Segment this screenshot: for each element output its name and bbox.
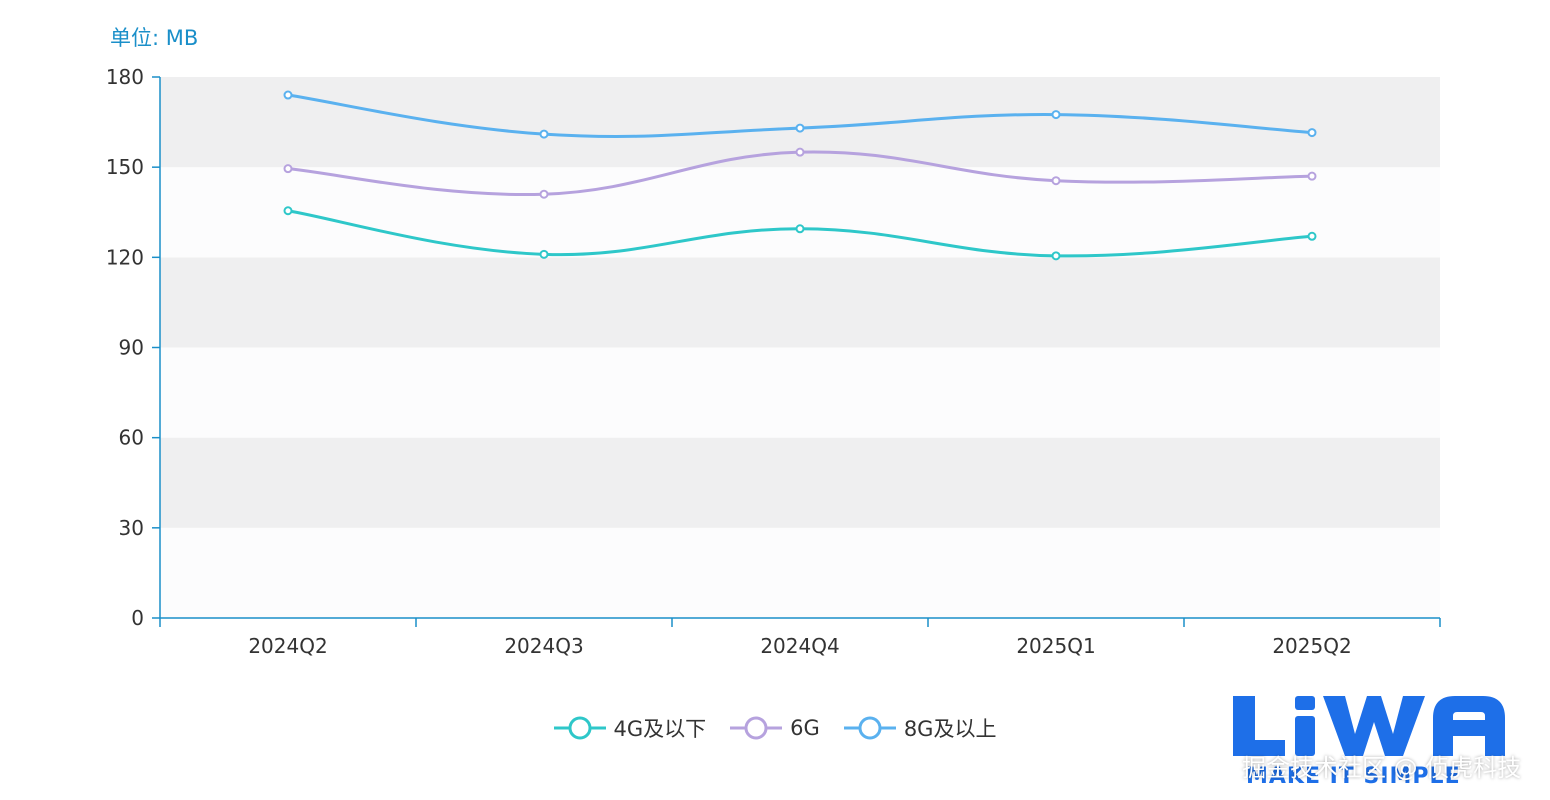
y-tick-label: 90 <box>119 336 144 360</box>
data-point <box>1307 231 1317 241</box>
data-point <box>1051 176 1061 186</box>
legend-item[interactable]: 4G及以下 <box>553 713 707 743</box>
grid-band <box>160 437 1440 528</box>
data-point <box>539 189 549 199</box>
data-point <box>795 224 805 234</box>
legend-label: 4G及以下 <box>613 717 707 741</box>
x-tick-label: 2024Q3 <box>504 634 583 658</box>
data-point <box>283 90 293 100</box>
legend-item[interactable]: 6G <box>730 714 820 742</box>
legend-label: 6G <box>790 716 820 740</box>
x-tick-label: 2024Q4 <box>760 634 839 658</box>
grid-band <box>160 347 1440 438</box>
watermark-slogan: MAKE IT SIMPLE <box>1246 764 1461 789</box>
data-point <box>1051 110 1061 120</box>
legend: 4G及以下 6G 8G及以上 <box>0 710 1550 746</box>
x-tick-label: 2024Q2 <box>248 634 327 658</box>
legend-label: 8G及以上 <box>903 717 997 741</box>
y-tick-label: 180 <box>106 65 144 89</box>
y-tick-label: 150 <box>106 155 144 179</box>
watermark-credit: 掘金技术社区 @ 侦虎科技 <box>1242 754 1522 782</box>
legend-swatch <box>730 716 783 740</box>
x-tick-label: 2025Q1 <box>1016 634 1095 658</box>
x-tick-label: 2025Q2 <box>1272 634 1351 658</box>
y-tick-label: 60 <box>119 426 144 450</box>
legend-swatch <box>553 716 606 740</box>
y-tick-label: 30 <box>119 516 144 540</box>
data-point <box>795 123 805 133</box>
y-tick-label: 0 <box>131 606 144 630</box>
data-point <box>283 206 293 216</box>
data-point <box>539 249 549 259</box>
grid-band <box>160 527 1440 618</box>
y-axis-unit-label: 单位: MB <box>110 26 199 50</box>
legend-swatch <box>843 716 896 740</box>
y-tick-label: 120 <box>106 245 144 269</box>
data-point <box>283 164 293 174</box>
data-point <box>1051 251 1061 261</box>
data-point <box>539 129 549 139</box>
data-point <box>795 147 805 157</box>
data-point <box>1307 128 1317 138</box>
data-point <box>1307 171 1317 181</box>
liwa-logo-watermark <box>1233 696 1505 756</box>
grid-band <box>160 257 1440 348</box>
legend-item[interactable]: 8G及以上 <box>843 713 997 743</box>
